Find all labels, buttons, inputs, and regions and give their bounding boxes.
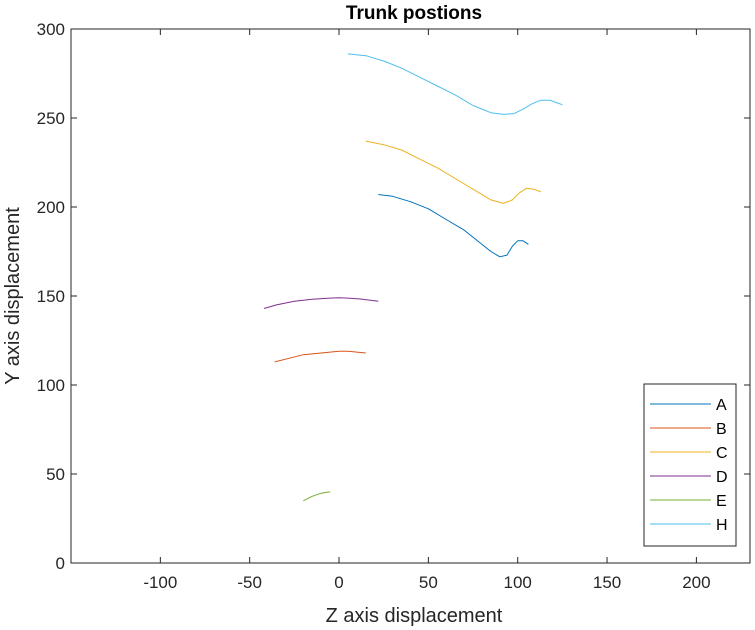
y-tick-label: 250: [37, 109, 65, 128]
plot-area: [70, 28, 751, 564]
series-line-b: [274, 350, 366, 363]
y-axis-ticks: 0 50 100 150 200 250 300: [37, 20, 750, 573]
y-tick-label: 200: [37, 198, 65, 217]
y-tick-label: 0: [56, 554, 65, 573]
series-line-d: [263, 297, 379, 309]
series-line-e: [303, 491, 331, 502]
y-tick-label: 150: [37, 287, 65, 306]
legend-label-h: H: [716, 517, 728, 534]
x-tick-label: 0: [334, 573, 343, 592]
legend-label-c: C: [716, 445, 728, 462]
chart-title: Trunk postions: [346, 3, 482, 24]
series-line-c: [365, 140, 542, 204]
legend-box: [643, 383, 737, 547]
x-tick-label: 100: [504, 573, 532, 592]
series-line-a: [378, 194, 529, 258]
x-tick-label: 50: [419, 573, 438, 592]
x-axis-ticks: -100 -50 0 50 100 150 200: [143, 29, 711, 592]
legend-label-e: E: [716, 493, 727, 510]
y-tick-label: 50: [46, 465, 65, 484]
x-tick-label: -100: [143, 573, 177, 592]
series-group: [263, 53, 563, 502]
y-tick-label: 300: [37, 20, 65, 39]
legend-label-d: D: [716, 469, 728, 486]
y-axis-label: Y axis displacement: [2, 207, 24, 385]
y-tick-label: 100: [37, 376, 65, 395]
series-line-h: [347, 53, 563, 115]
legend-label-b: B: [716, 421, 727, 438]
x-axis-label: Z axis displacement: [326, 605, 503, 627]
x-tick-label: 150: [593, 573, 621, 592]
x-tick-label: 200: [682, 573, 710, 592]
x-tick-label: -50: [237, 573, 262, 592]
legend-label-a: A: [716, 397, 727, 414]
